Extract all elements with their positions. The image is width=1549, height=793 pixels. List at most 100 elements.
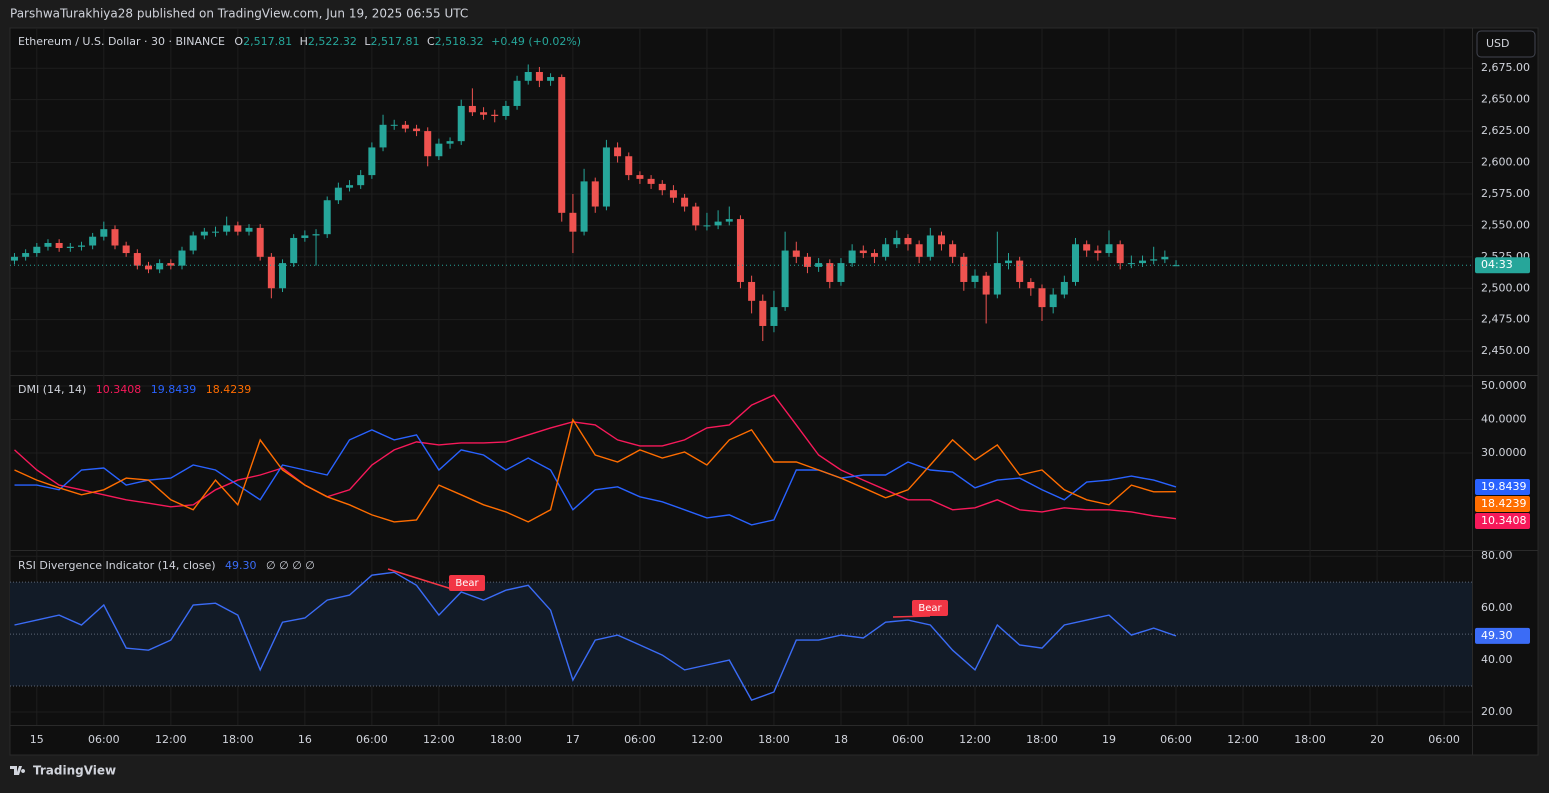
candle-body [212,231,220,233]
candle-body [178,250,186,266]
candle-body [1094,250,1102,254]
dmi-legend: DMI (14, 14) 10.3408 19.8439 18.4239 [18,383,251,396]
candle-body [413,128,421,132]
candle-body [334,187,342,201]
candle-body [323,200,331,235]
x-tick-label: 18:00 [222,733,254,746]
candle-body [826,263,834,282]
candle-body [513,80,521,106]
candle-body [1139,260,1147,264]
candle-body [77,245,85,247]
candle-body [647,178,655,184]
x-tick-label: 19 [1102,733,1116,746]
candle-body [837,263,845,282]
currency-button[interactable] [1476,30,1536,58]
value-tag: 49.30 [1481,629,1513,642]
value-tag-bg [1475,495,1530,512]
x-tick-label: 18:00 [1294,733,1326,746]
symbol-title: Ethereum / U.S. Dollar · 30 · BINANCE [18,35,225,48]
candle-body [223,225,231,232]
candle-body [435,143,443,157]
candle-body [904,237,912,245]
candle-body [1105,244,1113,254]
candle-body [312,234,320,236]
ohlc-value: 2,517.81 [243,35,292,48]
candle-body [290,237,298,264]
x-tick-label: 06:00 [88,733,120,746]
annotation: Bear [918,603,942,614]
x-tick-label: 06:00 [356,733,388,746]
value-tag: 10.3408 [1481,514,1527,527]
candle-body [893,237,901,245]
x-tick-label: 18 [834,733,848,746]
x-tick-label: 20 [1370,733,1384,746]
candle-body [10,256,18,261]
candle-body [502,105,510,117]
logo-mark [10,766,26,775]
candle-body [1060,281,1068,295]
candle-body [703,225,711,227]
candle-body [748,281,756,301]
y-tick-label: 2,550.00 [1481,218,1530,231]
value-tag-bg [1475,627,1530,644]
candle-body [1116,244,1124,264]
candle-body [55,242,63,249]
candle-body [267,256,275,289]
candle-body [669,190,677,198]
indicator-value: 10.3408 [96,383,142,396]
indicator-line [14,394,1177,520]
ohlc-value: 2,522.32 [308,35,357,48]
candle-body [480,112,488,115]
candle-body [949,244,957,257]
indicator-value: 49.30 [225,559,257,572]
logo-text: TradingView [33,764,116,778]
candle-body [636,175,644,179]
candle-body [122,245,130,254]
y-tick-label: 2,625.00 [1481,124,1530,137]
currency-label[interactable]: USD [1486,37,1510,50]
candle-body [870,253,878,257]
candle-body [1004,260,1012,264]
annotation-bg [912,600,948,616]
candle-body [1072,244,1080,282]
y-tick-label: 60.00 [1481,601,1513,614]
attribution: ParshwaTurakhiya28 published on TradingV… [10,7,468,21]
candle-body [346,185,354,188]
ohlc-letter: C [427,35,435,48]
y-tick-label: 2,600.00 [1481,156,1530,169]
candle-body [714,221,722,226]
y-tick-label: 2,475.00 [1481,313,1530,326]
candle-body [781,250,789,308]
candle-body [1127,263,1135,265]
candle-body [770,307,778,326]
y-tick-label: 2,500.00 [1481,281,1530,294]
candle-body [357,175,365,186]
candle-body [692,206,700,226]
candle-body [111,229,119,246]
indicator-value: 18.4239 [206,383,252,396]
candle-body [882,244,890,257]
x-tick-label: 06:00 [1160,733,1192,746]
candle-body [234,225,242,232]
candle-body [1016,260,1024,282]
candle-body [1049,294,1057,308]
candle-body [401,124,409,129]
candle-body [547,77,555,81]
candle-body [1161,256,1169,260]
candle-body [133,253,141,266]
x-tick-label: 17 [566,733,580,746]
candle-body [569,212,577,232]
candle-body [379,124,387,148]
countdown-tag-bg [1475,257,1530,274]
candle-body [591,181,599,207]
candle-body [457,105,465,142]
candle-body [602,147,610,207]
candle-body [915,244,923,257]
y-tick-label: 2,650.00 [1481,93,1530,106]
price-change: +0.49 (+0.02%) [491,35,581,48]
candle-body [993,263,1001,295]
value-tag: 18.4239 [1481,497,1527,510]
candle-body [1150,259,1158,261]
value-tag-bg [1475,478,1530,495]
